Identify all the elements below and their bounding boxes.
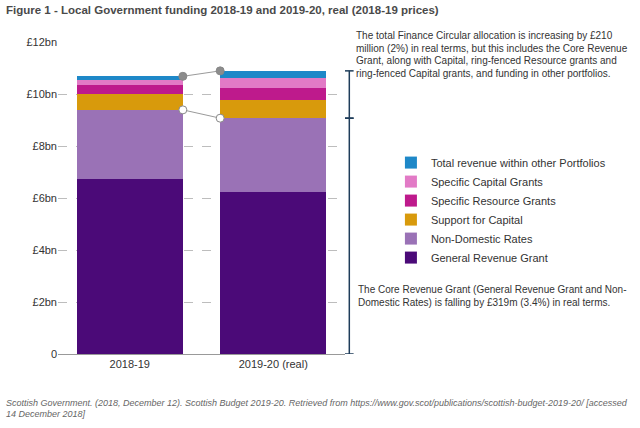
html-text:Scottish Government. (2018, De: Scottish Government. (2018, December 12)…	[6, 398, 627, 419]
svg-text:£2bn: £2bn	[33, 296, 57, 308]
svg-text:General Revenue Grant: General Revenue Grant	[431, 252, 548, 264]
svg-text:£12bn: £12bn	[26, 36, 57, 48]
html-text:The total Finance Circular all: The total Finance Circular allocation is…	[356, 30, 628, 79]
svg-text:£10bn: £10bn	[26, 88, 57, 100]
svg-text:£4bn: £4bn	[33, 244, 57, 256]
svg-text:Support for Capital: Support for Capital	[431, 214, 523, 226]
svg-text:0: 0	[51, 348, 57, 360]
svg-text:Specific Capital Grants: Specific Capital Grants	[431, 176, 543, 188]
html-text:The Core Revenue Grant (Genera: The Core Revenue Grant (General Revenue …	[358, 284, 627, 308]
svg-text:Non-Domestic Rates: Non-Domestic Rates	[431, 233, 533, 245]
svg-text:£6bn: £6bn	[33, 192, 57, 204]
svg-text:Specific Resource Grants: Specific Resource Grants	[431, 195, 556, 207]
svg-text:2019-20 (real): 2019-20 (real)	[239, 358, 308, 370]
svg-text:Total revenue within other Por: Total revenue within other Portfolios	[431, 157, 606, 169]
html-text:Figure 1 - Local Government fu: Figure 1 - Local Government funding 2018…	[6, 4, 439, 16]
svg-text:2018-19: 2018-19	[110, 358, 150, 370]
svg-text:£8bn: £8bn	[33, 140, 57, 152]
